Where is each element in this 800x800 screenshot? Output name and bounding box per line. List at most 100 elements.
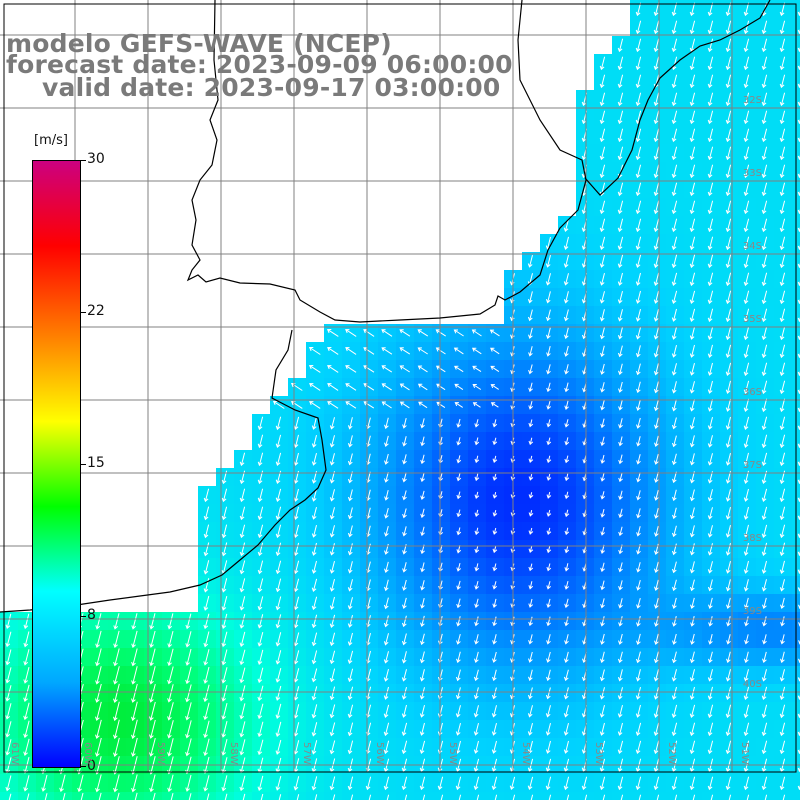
wind-arrow bbox=[456, 651, 461, 664]
wind-arrow bbox=[671, 326, 677, 340]
wind-arrow bbox=[654, 615, 659, 627]
wind-arrow bbox=[599, 722, 605, 736]
wind-arrow bbox=[635, 254, 642, 268]
wind-arrow bbox=[440, 794, 444, 800]
wind-arrow bbox=[401, 722, 408, 736]
wind-arrow bbox=[779, 579, 785, 592]
wind-arrow bbox=[490, 365, 500, 373]
wind-arrow bbox=[635, 704, 641, 718]
wind-arrow bbox=[692, 794, 696, 800]
valid-date: valid date: 2023-09-17 03:00:00 bbox=[42, 73, 501, 102]
wind-arrow bbox=[563, 687, 569, 700]
wind-arrow bbox=[671, 128, 678, 143]
wind-arrow bbox=[399, 365, 410, 373]
wind-arrow bbox=[62, 792, 66, 800]
wind-arrow bbox=[618, 508, 623, 519]
wind-arrow bbox=[492, 581, 498, 590]
wind-arrow bbox=[474, 563, 480, 572]
wind-arrow bbox=[761, 182, 768, 197]
wind-cell bbox=[630, 792, 648, 800]
wind-arrow bbox=[420, 526, 425, 537]
wind-arrow bbox=[599, 146, 606, 161]
wind-arrow bbox=[671, 561, 677, 574]
wind-arrow bbox=[779, 542, 786, 557]
wind-arrow bbox=[707, 453, 713, 466]
wind-arrow bbox=[474, 545, 480, 554]
wind-arrow bbox=[689, 525, 695, 538]
wind-arrow bbox=[458, 794, 462, 800]
wind-arrow bbox=[725, 669, 731, 682]
wind-arrow bbox=[654, 597, 659, 609]
wind-arrow bbox=[278, 794, 282, 800]
wind-arrow bbox=[743, 506, 749, 520]
wind-arrow bbox=[635, 146, 642, 161]
wind-arrow bbox=[779, 218, 786, 233]
wind-arrow bbox=[221, 506, 228, 521]
wind-arrow bbox=[417, 365, 428, 373]
wind-arrow bbox=[239, 506, 246, 521]
wind-arrow bbox=[257, 578, 264, 593]
wind-arrow bbox=[546, 563, 552, 572]
wind-arrow bbox=[383, 633, 389, 646]
wind-arrow bbox=[546, 527, 552, 535]
wind-arrow bbox=[671, 2, 678, 17]
wind-arrow bbox=[345, 401, 357, 409]
wind-arrow bbox=[326, 329, 339, 337]
wind-arrow bbox=[564, 563, 570, 572]
wind-arrow bbox=[329, 632, 336, 647]
wind-arrow bbox=[185, 774, 192, 792]
wind-arrow bbox=[636, 508, 641, 519]
wind-arrow bbox=[275, 703, 282, 719]
wind-arrow bbox=[563, 776, 570, 791]
wind-arrow bbox=[404, 794, 408, 800]
wind-arrow bbox=[456, 473, 462, 482]
wind-arrow bbox=[599, 110, 606, 125]
wind-arrow bbox=[707, 326, 714, 340]
wind-arrow bbox=[492, 527, 498, 535]
wind-arrow bbox=[761, 560, 767, 574]
wind-arrow bbox=[436, 383, 446, 391]
wind-arrow bbox=[635, 2, 642, 17]
wind-arrow bbox=[671, 417, 677, 430]
wind-arrow bbox=[420, 615, 425, 627]
wind-arrow bbox=[653, 308, 659, 322]
wind-cell bbox=[702, 792, 720, 800]
forecast-date: forecast date: 2023-09-09 06:00:00 bbox=[6, 50, 513, 79]
wind-arrow bbox=[743, 290, 750, 305]
wind-arrow bbox=[131, 774, 138, 793]
wind-cell bbox=[36, 792, 54, 800]
wind-arrow bbox=[257, 452, 264, 467]
wind-arrow bbox=[707, 507, 713, 520]
wind-arrow bbox=[635, 686, 641, 700]
wind-arrow bbox=[257, 703, 264, 720]
wind-arrow bbox=[239, 721, 246, 738]
wind-arrow bbox=[707, 776, 714, 791]
wind-arrow bbox=[435, 365, 446, 373]
wind-cell bbox=[306, 792, 324, 800]
wind-cell bbox=[720, 792, 738, 800]
wind-arrow bbox=[743, 164, 750, 179]
wind-arrow bbox=[402, 454, 407, 465]
wind-cell bbox=[108, 792, 126, 800]
wind-arrow bbox=[401, 651, 407, 664]
wind-arrow bbox=[546, 455, 552, 464]
lon-label: 54W bbox=[520, 742, 531, 765]
wind-arrow bbox=[653, 218, 660, 233]
lat-label: 36S bbox=[742, 387, 762, 398]
wind-arrow bbox=[653, 110, 660, 125]
wind-arrow bbox=[653, 399, 659, 412]
wind-arrow bbox=[23, 775, 30, 792]
wind-arrow bbox=[635, 776, 642, 791]
wind-arrow bbox=[599, 272, 605, 286]
wind-arrow bbox=[761, 416, 768, 431]
wind-arrow bbox=[402, 526, 407, 537]
wind-arrow bbox=[5, 703, 12, 720]
wind-arrow bbox=[347, 776, 354, 791]
wind-arrow bbox=[419, 669, 425, 682]
wind-arrow bbox=[44, 793, 48, 800]
wind-arrow bbox=[618, 633, 623, 645]
wind-arrow bbox=[456, 545, 462, 554]
wind-arrow bbox=[653, 290, 659, 304]
wind-arrow bbox=[384, 435, 389, 447]
wind-arrow bbox=[564, 419, 570, 428]
